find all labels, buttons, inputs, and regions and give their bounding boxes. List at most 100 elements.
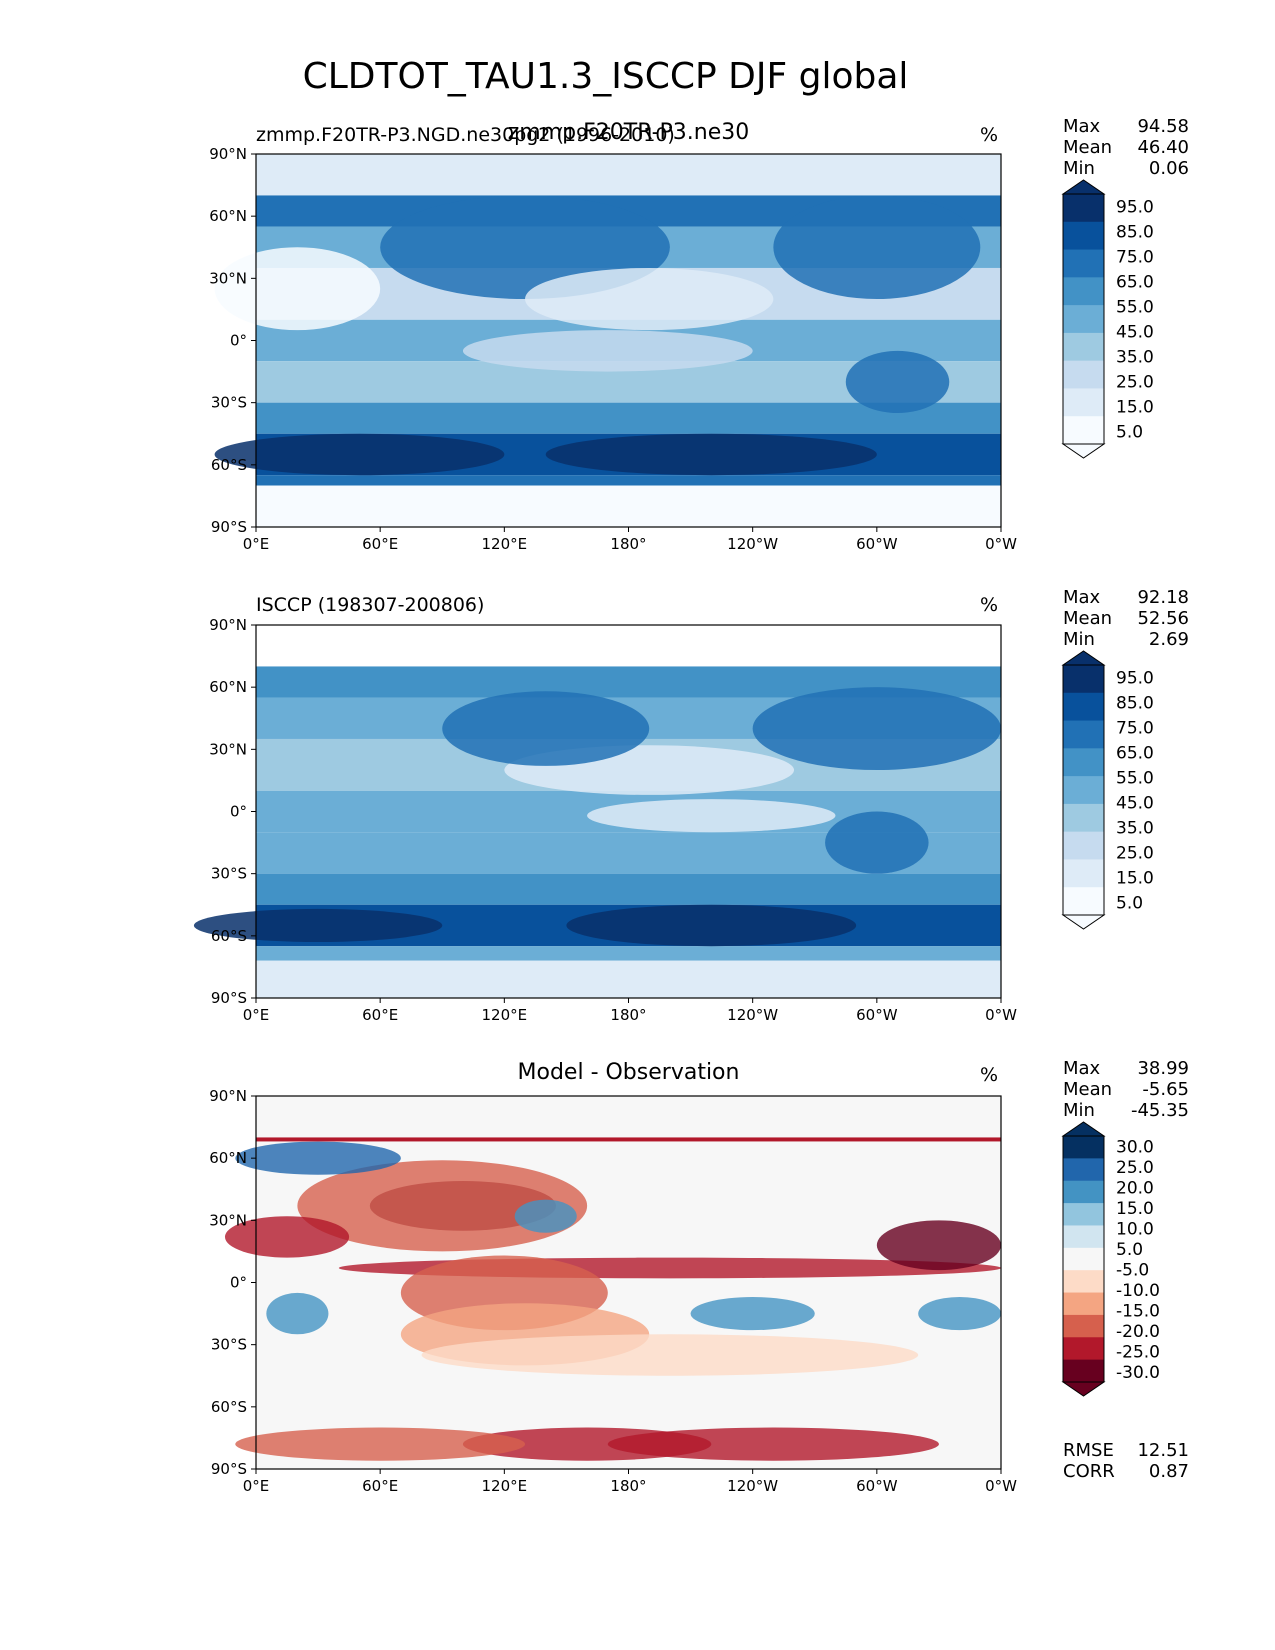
y-tick-label: 90°S (211, 989, 247, 1007)
colorbar-tick-label: 95.0 (1116, 669, 1154, 689)
colorbar-tick-label: 55.0 (1116, 298, 1154, 318)
colorbar-segment (1063, 692, 1104, 722)
stat-row: Min 0.06 (1063, 158, 1189, 179)
colorbar-3: 30.025.020.015.010.05.0-5.0-10.0-15.0-20… (1061, 1121, 1160, 1397)
x-tick-label: 60°E (362, 535, 398, 553)
field-region (752, 687, 1001, 771)
field-region (918, 1297, 1001, 1331)
x-tick-label: 60°W (856, 535, 898, 553)
colorbar-tick-label: -25.0 (1116, 1342, 1160, 1362)
stat-label: Mean (1063, 1079, 1113, 1100)
lat-band (256, 625, 1001, 667)
figure-title: CLDTOT_TAU1.3_ISCCP DJF global (302, 56, 909, 97)
colorbar-segment (1063, 277, 1104, 306)
stat-row: Min -45.35 (1063, 1100, 1189, 1121)
panel1-units: % (980, 124, 999, 146)
y-tick-label: 90°S (211, 518, 247, 536)
map-panel-1: 0°E 60°E 120°E 180° 120°W 60°W 0°W 90°N 60°N 30°N… (209, 145, 1017, 553)
field-region (235, 1427, 526, 1461)
x-tick-label: 60°W (856, 1006, 898, 1024)
field-region (297, 1160, 588, 1252)
field-region (545, 433, 877, 476)
y-tick-label: 60°S (211, 456, 247, 474)
lat-band (256, 485, 1001, 527)
y-tick-label: 30°S (211, 1336, 247, 1354)
field-region (566, 904, 857, 947)
x-tick-label: 0°W (985, 535, 1017, 553)
colorbar-segment (1063, 665, 1104, 694)
colorbar-tick-label: -10.0 (1116, 1281, 1160, 1301)
panel1-left-title: zmmp.F20TR-P3.NGD.ne30pg2 (1996-2010) (256, 124, 675, 146)
y-tick-label: 60°S (211, 927, 247, 945)
colorbar-segment (1063, 1203, 1104, 1226)
colorbar-extend-min (1061, 914, 1106, 930)
field-region (235, 1141, 401, 1175)
colorbar-tick-label: -15.0 (1116, 1301, 1160, 1321)
stat-row: Mean 52.56 (1063, 608, 1189, 629)
panel2-left-title: ISCCP (198307-200806) (256, 594, 485, 616)
colorbar-tick-label: 85.0 (1116, 223, 1154, 243)
x-tick-label: 120°E (482, 1477, 528, 1495)
colorbar-segment (1063, 1337, 1104, 1361)
colorbar-segment (1063, 416, 1104, 445)
colorbar-tick-label: 75.0 (1116, 248, 1154, 268)
colorbar-segment (1063, 249, 1104, 278)
y-tick-label: 30°S (211, 865, 247, 883)
y-tick-label: 30°N (209, 1211, 247, 1229)
lat-band (256, 960, 1001, 998)
colorbar-tick-label: 75.0 (1116, 719, 1154, 739)
colorbar-segment (1063, 221, 1104, 251)
x-tick-label: 0°E (243, 1006, 270, 1024)
colorbar-tick-label: 45.0 (1116, 323, 1154, 343)
colorbar-segment (1063, 887, 1104, 916)
colorbar-tick-label: 45.0 (1116, 794, 1154, 814)
stat-value: 0.06 (1148, 158, 1189, 179)
lat-band (256, 1137, 1001, 1142)
colorbar-tick-label: 10.0 (1116, 1219, 1154, 1239)
colorbar-2: 95.0 85.0 75.0 65.0 55.0 45.0 35.0 25.0 15.0 5.0 (1061, 650, 1154, 930)
colorbar-tick-label: 5.0 (1116, 423, 1143, 443)
colorbar-segment (1063, 332, 1104, 362)
colorbar-tick-label: 25.0 (1116, 1158, 1154, 1178)
y-tick-label: 0° (230, 332, 247, 350)
x-tick-label: 120°W (727, 1006, 778, 1024)
field-region (690, 1297, 815, 1331)
x-tick-label: 0°E (243, 1477, 270, 1495)
stat-row: Max 92.18 (1063, 587, 1189, 608)
field-region (214, 433, 505, 476)
field-region (773, 195, 981, 300)
stat-value: -5.65 (1142, 1079, 1189, 1100)
map-panel-2: 0°E 60°E 120°E 180° 120°W 60°W 0°W 90°N 60°N 30°N… (193, 616, 1017, 1024)
y-tick-label: 0° (230, 1274, 247, 1292)
colorbar-tick-label: 30.0 (1116, 1137, 1154, 1157)
colorbar-extend-min (1061, 443, 1106, 459)
colorbar-segment (1063, 305, 1104, 334)
colorbar-tick-label: 15.0 (1116, 1199, 1154, 1219)
colorbar-segment (1063, 803, 1104, 833)
stat-label: Max (1063, 1058, 1101, 1079)
x-tick-label: 180° (610, 1477, 646, 1495)
colorbar-tick-label: 15.0 (1116, 398, 1154, 418)
x-tick-label: 120°E (482, 535, 528, 553)
stat-value: 94.58 (1137, 116, 1189, 137)
colorbar-tick-label: 5.0 (1116, 1240, 1143, 1260)
stat-row: Min 2.69 (1063, 629, 1189, 650)
stat-row: Max 94.58 (1063, 116, 1189, 137)
colorbar-segment (1063, 720, 1104, 749)
colorbar-segment (1063, 1180, 1104, 1204)
field-region (587, 799, 836, 833)
map-panel-3: 0°E 60°E 120°E 180° 120°W 60°W 0°W 90°N 60°N 30°N… (209, 1087, 1017, 1495)
field-region (514, 1199, 577, 1233)
y-tick-label: 60°N (209, 1149, 247, 1167)
y-tick-label: 90°N (209, 616, 247, 634)
stat-label: Mean (1063, 608, 1113, 629)
x-tick-label: 0°E (243, 535, 270, 553)
colorbar-tick-label: 5.0 (1116, 894, 1143, 914)
colorbar-tick-label: 35.0 (1116, 348, 1154, 368)
y-tick-label: 30°N (209, 740, 247, 758)
stat-row: Mean 46.40 (1063, 137, 1189, 158)
stat-label: Mean (1063, 137, 1113, 158)
panel3-center-title: Model - Observation (517, 1060, 740, 1085)
colorbar-extend-max (1061, 179, 1106, 195)
